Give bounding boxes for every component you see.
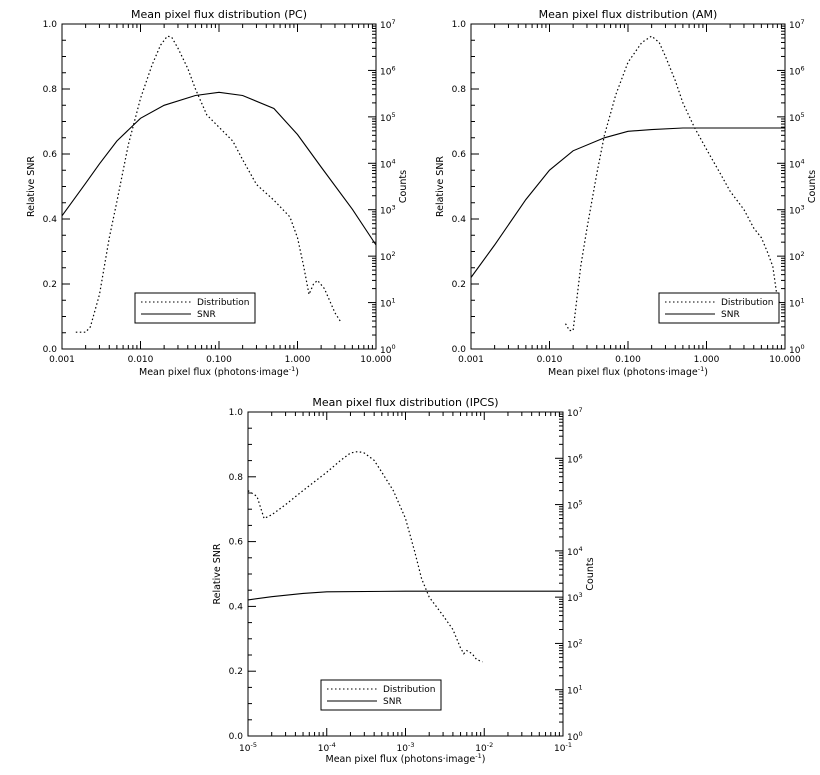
y-axis-label: Relative SNR — [26, 156, 37, 217]
x-tick-label: 10-1 — [554, 741, 572, 754]
series-line-distribution — [247, 450, 483, 663]
y-tick-label: 0.4 — [43, 215, 58, 225]
y-tick-label: 0.8 — [452, 85, 467, 95]
x-tick-label: 0.010 — [537, 355, 563, 365]
x-tick-label: 0.010 — [128, 355, 154, 365]
series-line-distribution — [75, 35, 341, 333]
y2-tick-label: 100 — [567, 730, 583, 743]
legend-label: Distribution — [197, 298, 250, 308]
series-line-snr — [247, 590, 563, 601]
x-tick-label: 10-5 — [239, 741, 257, 754]
y2-tick-label: 100 — [380, 343, 396, 356]
chart-panel-2: Mean pixel flux distribution (AM)0.001 0.… — [435, 8, 818, 378]
series-line-snr — [470, 127, 785, 278]
legend: Distribution SNR — [134, 292, 256, 324]
x-tick-label: 1.000 — [285, 355, 311, 365]
y2-tick-label: 102 — [789, 250, 805, 263]
y-tick-label: 0.0 — [452, 345, 467, 355]
y2-tick-label: 101 — [380, 297, 396, 310]
y2-tick-label: 105 — [380, 111, 396, 124]
y2-tick-label: 102 — [380, 250, 396, 263]
y-tick-label: 0.4 — [229, 602, 244, 612]
series-line-snr — [61, 91, 377, 246]
y-tick-label: 0.0 — [43, 345, 58, 355]
legend-label: SNR — [197, 310, 216, 320]
y2-tick-label: 103 — [789, 204, 805, 217]
legend-label: SNR — [383, 697, 402, 707]
y2-tick-label: 104 — [789, 157, 805, 170]
y2-tick-label: 101 — [789, 297, 805, 310]
y2-tick-label: 100 — [789, 343, 805, 356]
y-tick-label: 0.2 — [229, 667, 243, 677]
y2-tick-label: 107 — [380, 18, 396, 31]
legend-box — [658, 292, 780, 324]
y-tick-label: 0.8 — [43, 85, 58, 95]
y2-tick-label: 106 — [380, 64, 396, 77]
x-tick-label: 0.100 — [206, 355, 232, 365]
x-axis-label: Mean pixel flux (photons·image-1) — [139, 365, 299, 378]
series-line-distribution — [564, 35, 781, 332]
y2-axis-label: Counts — [807, 170, 818, 203]
y-tick-label: 1.0 — [452, 20, 467, 30]
y-tick-label: 0.6 — [452, 150, 467, 160]
legend: Distribution SNR — [320, 679, 442, 711]
legend-box — [134, 292, 256, 324]
legend: Distribution SNR — [658, 292, 780, 324]
x-axis-label: Mean pixel flux (photons·image-1) — [548, 365, 708, 378]
y2-tick-label: 104 — [380, 157, 396, 170]
y2-tick-label: 103 — [567, 591, 583, 604]
y-tick-label: 1.0 — [43, 20, 58, 30]
y-tick-label: 0.2 — [43, 280, 57, 290]
chart-title: Mean pixel flux distribution (IPCS) — [312, 396, 498, 409]
x-tick-label: 0.001 — [458, 355, 484, 365]
y-tick-label: 0.6 — [43, 150, 58, 160]
y2-tick-label: 106 — [567, 452, 583, 465]
y-tick-label: 0.4 — [452, 215, 467, 225]
legend-label: Distribution — [383, 685, 436, 695]
y-axis-label: Relative SNR — [435, 156, 446, 217]
chart-panel-1: Mean pixel flux distribution (PC)0.001 0.… — [26, 8, 409, 378]
legend-label: SNR — [721, 310, 740, 320]
y2-tick-label: 107 — [789, 18, 805, 31]
y-axis-label: Relative SNR — [212, 543, 223, 604]
y2-tick-label: 107 — [567, 406, 583, 419]
y2-tick-label: 105 — [567, 499, 583, 512]
y2-tick-label: 106 — [789, 64, 805, 77]
chart-panel-3: Mean pixel flux distribution (IPCS) 10-5 1… — [212, 396, 596, 765]
x-tick-label: 10-3 — [397, 741, 415, 754]
y2-tick-label: 105 — [789, 111, 805, 124]
x-tick-label: 0.100 — [615, 355, 641, 365]
x-tick-label: 10.000 — [360, 355, 392, 365]
legend-label: Distribution — [721, 298, 774, 308]
y2-axis-label: Counts — [398, 170, 409, 203]
y2-axis-label: Counts — [585, 557, 596, 590]
y2-tick-label: 102 — [567, 637, 583, 650]
y2-tick-label: 104 — [567, 545, 583, 558]
y-tick-label: 0.6 — [229, 538, 244, 548]
legend-box — [320, 679, 442, 711]
y-tick-label: 0.2 — [452, 280, 466, 290]
y-tick-label: 0.0 — [229, 732, 244, 742]
x-tick-label: 1.000 — [694, 355, 720, 365]
x-tick-label: 10.000 — [769, 355, 801, 365]
chart-title: Mean pixel flux distribution (PC) — [131, 8, 307, 21]
x-axis-label: Mean pixel flux (photons·image-1) — [326, 752, 486, 765]
y2-tick-label: 103 — [380, 204, 396, 217]
y-tick-label: 1.0 — [229, 408, 244, 418]
y2-tick-label: 101 — [567, 684, 583, 697]
x-tick-label: 0.001 — [49, 355, 75, 365]
x-tick-label: 10-2 — [475, 741, 493, 754]
chart-title: Mean pixel flux distribution (AM) — [539, 8, 718, 21]
x-tick-label: 10-4 — [318, 741, 336, 754]
y-tick-label: 0.8 — [229, 473, 244, 483]
